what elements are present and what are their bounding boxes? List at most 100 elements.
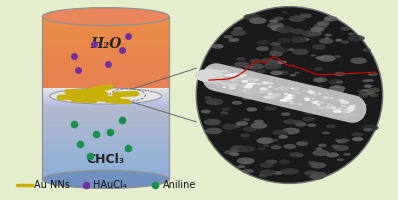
Ellipse shape	[340, 105, 346, 107]
Ellipse shape	[351, 114, 360, 117]
Ellipse shape	[334, 145, 349, 151]
Ellipse shape	[277, 38, 291, 43]
Ellipse shape	[353, 106, 356, 107]
Ellipse shape	[208, 80, 217, 83]
Bar	[42, 169, 169, 171]
Ellipse shape	[231, 32, 242, 36]
Ellipse shape	[309, 91, 316, 94]
Ellipse shape	[222, 124, 238, 130]
Ellipse shape	[263, 89, 273, 93]
Ellipse shape	[304, 170, 318, 176]
Ellipse shape	[323, 96, 334, 100]
Ellipse shape	[297, 154, 304, 157]
Ellipse shape	[293, 120, 303, 124]
Ellipse shape	[242, 96, 252, 100]
Ellipse shape	[246, 84, 254, 87]
Ellipse shape	[242, 88, 259, 95]
Ellipse shape	[205, 128, 222, 134]
Ellipse shape	[307, 90, 313, 92]
Ellipse shape	[240, 133, 250, 137]
Bar	[42, 161, 169, 163]
Ellipse shape	[201, 110, 211, 113]
Ellipse shape	[276, 26, 294, 33]
Ellipse shape	[314, 110, 323, 113]
Ellipse shape	[283, 128, 300, 134]
Bar	[42, 112, 169, 114]
Bar	[42, 57, 169, 59]
Ellipse shape	[340, 108, 349, 112]
Ellipse shape	[316, 148, 322, 150]
Ellipse shape	[265, 160, 277, 164]
Ellipse shape	[243, 118, 250, 121]
Ellipse shape	[224, 74, 229, 76]
Bar	[42, 35, 169, 37]
Ellipse shape	[261, 58, 275, 64]
Ellipse shape	[357, 90, 362, 92]
Ellipse shape	[326, 105, 336, 109]
Ellipse shape	[336, 107, 344, 110]
Ellipse shape	[273, 171, 283, 175]
Ellipse shape	[283, 144, 296, 149]
Ellipse shape	[258, 147, 265, 150]
Ellipse shape	[234, 79, 242, 82]
Ellipse shape	[312, 98, 315, 99]
Ellipse shape	[368, 72, 378, 76]
Ellipse shape	[209, 76, 220, 81]
Bar	[42, 165, 169, 167]
Ellipse shape	[237, 146, 255, 152]
Ellipse shape	[334, 72, 345, 76]
Ellipse shape	[266, 84, 271, 86]
Ellipse shape	[228, 38, 239, 42]
Bar	[42, 81, 169, 84]
Bar	[42, 94, 169, 96]
Ellipse shape	[233, 27, 243, 31]
Ellipse shape	[310, 162, 326, 169]
Ellipse shape	[242, 90, 246, 92]
Ellipse shape	[259, 162, 273, 168]
Bar	[42, 140, 169, 143]
Bar	[42, 122, 169, 124]
Bar	[42, 41, 169, 43]
Ellipse shape	[334, 55, 341, 58]
Bar	[42, 173, 169, 175]
Ellipse shape	[292, 49, 308, 55]
Ellipse shape	[237, 157, 255, 164]
Ellipse shape	[302, 117, 315, 121]
Ellipse shape	[327, 104, 332, 106]
Ellipse shape	[315, 29, 320, 31]
Bar	[42, 69, 169, 72]
Ellipse shape	[325, 34, 332, 36]
Ellipse shape	[245, 77, 254, 81]
Ellipse shape	[304, 99, 310, 101]
Ellipse shape	[256, 137, 274, 144]
Ellipse shape	[270, 42, 281, 46]
Ellipse shape	[281, 88, 289, 91]
Bar	[42, 77, 169, 80]
Ellipse shape	[270, 25, 284, 30]
Ellipse shape	[230, 78, 240, 82]
Ellipse shape	[228, 87, 236, 90]
Ellipse shape	[295, 90, 300, 92]
Ellipse shape	[263, 144, 269, 147]
Ellipse shape	[366, 79, 374, 82]
Ellipse shape	[363, 128, 373, 132]
Ellipse shape	[248, 71, 254, 73]
Text: HAuCl₄: HAuCl₄	[93, 180, 127, 190]
Ellipse shape	[289, 152, 302, 157]
Ellipse shape	[337, 140, 346, 143]
Ellipse shape	[370, 73, 375, 75]
Ellipse shape	[323, 96, 329, 99]
Ellipse shape	[301, 90, 307, 92]
Ellipse shape	[236, 88, 248, 93]
Ellipse shape	[267, 81, 273, 83]
Bar	[42, 114, 169, 116]
Ellipse shape	[283, 119, 297, 124]
Ellipse shape	[239, 85, 243, 87]
Ellipse shape	[351, 132, 363, 137]
Ellipse shape	[266, 60, 282, 66]
Ellipse shape	[340, 101, 344, 102]
Ellipse shape	[230, 152, 240, 156]
Ellipse shape	[362, 104, 368, 106]
Ellipse shape	[253, 81, 256, 82]
Ellipse shape	[339, 94, 350, 99]
